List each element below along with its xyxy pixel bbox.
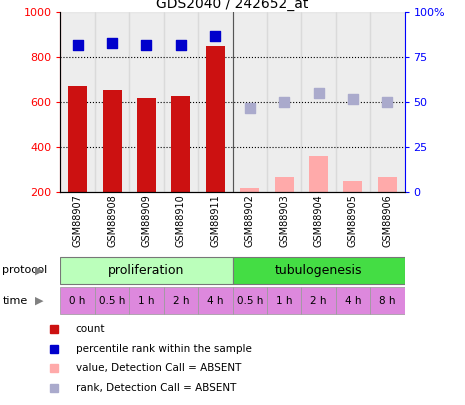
Bar <box>232 257 405 284</box>
Text: value, Detection Call = ABSENT: value, Detection Call = ABSENT <box>76 363 241 373</box>
Bar <box>198 12 232 192</box>
Text: 8 h: 8 h <box>379 296 396 306</box>
Point <box>108 40 116 46</box>
Text: 0.5 h: 0.5 h <box>237 296 263 306</box>
Text: percentile rank within the sample: percentile rank within the sample <box>76 344 252 354</box>
Text: 2 h: 2 h <box>173 296 189 306</box>
Bar <box>60 287 95 314</box>
Text: count: count <box>76 324 105 334</box>
Text: 2 h: 2 h <box>310 296 327 306</box>
Bar <box>232 287 267 314</box>
Text: protocol: protocol <box>2 265 47 275</box>
Bar <box>309 156 328 192</box>
Text: rank, Detection Call = ABSENT: rank, Detection Call = ABSENT <box>76 383 236 393</box>
Bar <box>164 287 198 314</box>
Text: tubulogenesis: tubulogenesis <box>275 264 362 277</box>
Text: 4 h: 4 h <box>207 296 224 306</box>
Point <box>280 99 288 105</box>
Point <box>177 41 185 48</box>
Point <box>315 90 322 96</box>
Bar <box>60 257 232 284</box>
Point <box>246 104 253 111</box>
Bar <box>129 12 164 192</box>
Text: ▶: ▶ <box>35 296 43 306</box>
Bar <box>301 12 336 192</box>
Text: 0.5 h: 0.5 h <box>99 296 125 306</box>
Text: time: time <box>2 296 27 306</box>
Title: GDS2040 / 242652_at: GDS2040 / 242652_at <box>156 0 309 11</box>
Bar <box>164 12 198 192</box>
Text: 1 h: 1 h <box>138 296 155 306</box>
Bar <box>336 287 370 314</box>
Point <box>384 99 391 105</box>
Text: ▶: ▶ <box>35 265 43 275</box>
Bar <box>370 12 405 192</box>
Text: 4 h: 4 h <box>345 296 361 306</box>
Bar <box>240 188 259 192</box>
Bar <box>68 87 87 192</box>
Bar <box>60 12 95 192</box>
Bar <box>267 12 301 192</box>
Bar <box>206 46 225 192</box>
Point <box>349 96 357 102</box>
Bar <box>344 181 362 192</box>
Bar <box>137 98 156 192</box>
Bar <box>267 287 301 314</box>
Bar <box>336 12 370 192</box>
Point <box>212 32 219 39</box>
Text: 0 h: 0 h <box>69 296 86 306</box>
Bar <box>103 90 121 192</box>
Bar <box>370 287 405 314</box>
Point <box>143 41 150 48</box>
Point <box>74 41 81 48</box>
Bar <box>275 177 293 192</box>
Bar <box>95 287 129 314</box>
Text: proliferation: proliferation <box>108 264 185 277</box>
Bar <box>95 12 129 192</box>
Bar <box>198 287 232 314</box>
Bar <box>172 96 190 192</box>
Bar <box>232 12 267 192</box>
Text: 1 h: 1 h <box>276 296 292 306</box>
Bar <box>378 177 397 192</box>
Bar <box>301 287 336 314</box>
Bar <box>129 287 164 314</box>
